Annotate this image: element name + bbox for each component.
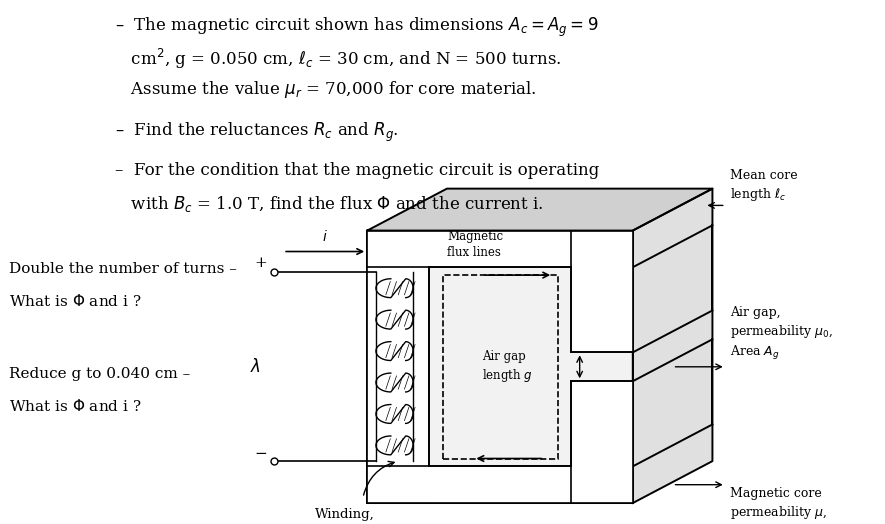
Text: –  The magnetic circuit shown has dimensions $A_c = A_g = 9$: – The magnetic circuit shown has dimensi… (115, 16, 598, 39)
Text: +: + (255, 256, 267, 270)
Text: Magnetic core
permeability $\mu$,
Area $A_c$: Magnetic core permeability $\mu$, Area $… (730, 487, 827, 524)
Text: Magnetic
flux lines: Magnetic flux lines (447, 231, 503, 259)
Text: $\lambda$: $\lambda$ (250, 358, 261, 376)
Text: –  Find the reluctances $R_c$ and $R_g$.: – Find the reluctances $R_c$ and $R_g$. (115, 121, 399, 144)
Text: with $B_c$ = 1.0 T, find the flux $\Phi$ and the current i.: with $B_c$ = 1.0 T, find the flux $\Phi$… (115, 194, 543, 214)
Bar (367, 231, 429, 503)
Text: $-$: $-$ (254, 444, 267, 458)
Bar (367, 231, 633, 267)
Polygon shape (376, 342, 413, 361)
Polygon shape (367, 231, 633, 503)
Polygon shape (633, 340, 712, 466)
Text: Air gap,
permeability $\mu_0$,
Area $A_g$: Air gap, permeability $\mu_0$, Area $A_g… (730, 307, 833, 362)
Text: Mean core
length $\ell_c$: Mean core length $\ell_c$ (730, 169, 797, 203)
Bar (571, 231, 633, 352)
Text: What is $\Phi$ and i ?: What is $\Phi$ and i ? (9, 293, 142, 310)
Polygon shape (376, 310, 413, 329)
Polygon shape (376, 405, 413, 423)
Text: Assume the value $\mu_r$ = 70,000 for core material.: Assume the value $\mu_r$ = 70,000 for co… (115, 79, 536, 100)
Text: $i$: $i$ (322, 228, 328, 244)
Text: Air gap
length $g$: Air gap length $g$ (482, 350, 533, 384)
Text: cm$^2$, g = 0.050 cm, $\ell_c$ = 30 cm, and N = 500 turns.: cm$^2$, g = 0.050 cm, $\ell_c$ = 30 cm, … (115, 47, 562, 71)
Polygon shape (376, 436, 413, 455)
Bar (442, 275, 558, 458)
Text: Double the number of turns –: Double the number of turns – (9, 262, 236, 276)
Polygon shape (376, 279, 413, 298)
Polygon shape (633, 225, 712, 352)
Polygon shape (376, 373, 413, 392)
Text: –  For the condition that the magnetic circuit is operating: – For the condition that the magnetic ci… (115, 162, 599, 179)
Text: What is $\Phi$ and i ?: What is $\Phi$ and i ? (9, 398, 142, 414)
Bar (571, 381, 633, 503)
Text: Winding,
$N$ turns: Winding, $N$ turns (315, 508, 375, 524)
Bar (367, 466, 633, 503)
Polygon shape (367, 189, 712, 231)
Polygon shape (633, 189, 712, 503)
Text: Reduce g to 0.040 cm –: Reduce g to 0.040 cm – (9, 367, 190, 381)
